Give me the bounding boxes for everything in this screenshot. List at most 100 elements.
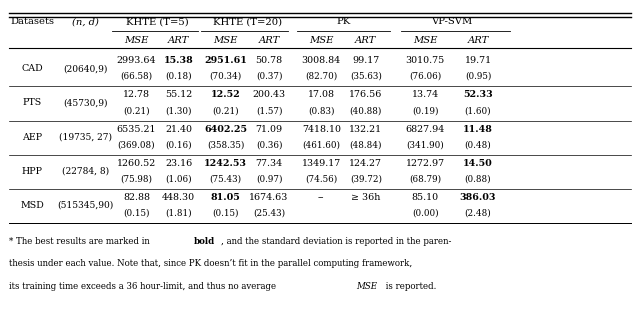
- Text: 448.30: 448.30: [162, 193, 195, 202]
- Text: 1242.53: 1242.53: [204, 159, 247, 168]
- Text: PK: PK: [337, 17, 351, 26]
- Text: AEP: AEP: [22, 132, 42, 141]
- Text: (515345,90): (515345,90): [58, 201, 114, 210]
- Text: MSE: MSE: [124, 36, 148, 45]
- Text: 55.12: 55.12: [165, 90, 192, 99]
- Text: its training time exceeds a 36 hour-limit, and thus no average: its training time exceeds a 36 hour-limi…: [9, 282, 279, 291]
- Text: (461.60): (461.60): [302, 140, 340, 149]
- Text: MSE: MSE: [413, 36, 437, 45]
- Text: 17.08: 17.08: [308, 90, 335, 99]
- Text: (75.98): (75.98): [120, 175, 152, 184]
- Text: (68.79): (68.79): [409, 175, 441, 184]
- Text: (0.15): (0.15): [124, 209, 150, 218]
- Text: (35.63): (35.63): [350, 72, 382, 81]
- Text: thesis under each value. Note that, since PK doesn’t fit in the parallel computi: thesis under each value. Note that, sinc…: [9, 259, 412, 268]
- Text: (0.18): (0.18): [165, 72, 192, 81]
- Text: (76.06): (76.06): [409, 72, 441, 81]
- Text: (0.21): (0.21): [212, 106, 239, 115]
- Text: Datasets: Datasets: [10, 17, 54, 26]
- Text: (75.43): (75.43): [210, 175, 242, 184]
- Text: (19735, 27): (19735, 27): [59, 132, 112, 141]
- Text: 50.78: 50.78: [255, 56, 283, 65]
- Text: (1.57): (1.57): [256, 106, 282, 115]
- Text: (66.58): (66.58): [120, 72, 152, 81]
- Text: (0.00): (0.00): [412, 209, 438, 218]
- Text: (358.35): (358.35): [207, 140, 244, 149]
- Text: 132.21: 132.21: [349, 124, 383, 133]
- Text: is reported.: is reported.: [383, 282, 436, 291]
- Text: 3008.84: 3008.84: [301, 56, 341, 65]
- Text: (0.21): (0.21): [123, 106, 150, 115]
- Text: MSE: MSE: [214, 36, 238, 45]
- Text: 386.03: 386.03: [460, 193, 496, 202]
- Text: 200.43: 200.43: [252, 90, 285, 99]
- Text: 2993.64: 2993.64: [116, 56, 156, 65]
- Text: (369.08): (369.08): [118, 140, 156, 149]
- Text: 77.34: 77.34: [255, 159, 283, 168]
- Text: 82.88: 82.88: [123, 193, 150, 202]
- Text: (1.30): (1.30): [165, 106, 192, 115]
- Text: 2951.61: 2951.61: [204, 56, 247, 65]
- Text: bold: bold: [193, 237, 214, 246]
- Text: 6535.21: 6535.21: [116, 124, 156, 133]
- Text: (0.19): (0.19): [412, 106, 438, 115]
- Text: (0.97): (0.97): [256, 175, 282, 184]
- Text: 6402.25: 6402.25: [204, 124, 247, 133]
- Text: , and the standard deviation is reported in the paren-: , and the standard deviation is reported…: [221, 237, 451, 246]
- Text: (82.70): (82.70): [305, 72, 337, 81]
- Text: CAD: CAD: [21, 64, 43, 73]
- Text: * The best results are marked in: * The best results are marked in: [9, 237, 152, 246]
- Text: 85.10: 85.10: [412, 193, 438, 202]
- Text: (1.60): (1.60): [465, 106, 492, 115]
- Text: (1.06): (1.06): [165, 175, 192, 184]
- Text: HPP: HPP: [22, 167, 42, 176]
- Text: 6827.94: 6827.94: [406, 124, 445, 133]
- Text: ART: ART: [259, 36, 280, 45]
- Text: 1349.17: 1349.17: [301, 159, 341, 168]
- Text: (0.95): (0.95): [465, 72, 492, 81]
- Text: 176.56: 176.56: [349, 90, 383, 99]
- Text: ART: ART: [355, 36, 376, 45]
- Text: 19.71: 19.71: [465, 56, 492, 65]
- Text: 1674.63: 1674.63: [250, 193, 289, 202]
- Text: (22784, 8): (22784, 8): [62, 167, 109, 176]
- Text: ART: ART: [467, 36, 489, 45]
- Text: (48.84): (48.84): [349, 140, 382, 149]
- Text: 12.78: 12.78: [123, 90, 150, 99]
- Text: (39.72): (39.72): [350, 175, 382, 184]
- Text: 21.40: 21.40: [165, 124, 192, 133]
- Text: (341.90): (341.90): [406, 140, 444, 149]
- Text: (74.56): (74.56): [305, 175, 337, 184]
- Text: (0.88): (0.88): [465, 175, 492, 184]
- Text: --: --: [318, 193, 324, 202]
- Text: 14.50: 14.50: [463, 159, 493, 168]
- Text: (20640,9): (20640,9): [63, 64, 108, 73]
- Text: (1.81): (1.81): [165, 209, 192, 218]
- Text: 7418.10: 7418.10: [302, 124, 340, 133]
- Text: (0.83): (0.83): [308, 106, 335, 115]
- Text: (70.34): (70.34): [209, 72, 242, 81]
- Text: KHTE (T=20): KHTE (T=20): [212, 17, 282, 26]
- Text: (0.48): (0.48): [465, 140, 492, 149]
- Text: KHTE (T=5): KHTE (T=5): [126, 17, 189, 26]
- Text: (40.88): (40.88): [349, 106, 382, 115]
- Text: 1260.52: 1260.52: [117, 159, 156, 168]
- Text: 99.17: 99.17: [352, 56, 380, 65]
- Text: (0.15): (0.15): [212, 209, 239, 218]
- Text: ≥ 36h: ≥ 36h: [351, 193, 381, 202]
- Text: (25.43): (25.43): [253, 209, 285, 218]
- Text: MSE: MSE: [356, 282, 377, 291]
- Text: (n, d): (n, d): [72, 17, 99, 26]
- Text: PTS: PTS: [22, 98, 42, 107]
- Text: 124.27: 124.27: [349, 159, 382, 168]
- Text: MSE: MSE: [309, 36, 333, 45]
- Text: 23.16: 23.16: [165, 159, 192, 168]
- Text: (0.16): (0.16): [165, 140, 192, 149]
- Text: 1272.97: 1272.97: [406, 159, 445, 168]
- Text: VP-SVM: VP-SVM: [431, 17, 472, 26]
- Text: ART: ART: [168, 36, 189, 45]
- Text: 81.05: 81.05: [211, 193, 241, 202]
- Text: 15.38: 15.38: [164, 56, 193, 65]
- Text: 3010.75: 3010.75: [406, 56, 445, 65]
- Text: (0.36): (0.36): [256, 140, 282, 149]
